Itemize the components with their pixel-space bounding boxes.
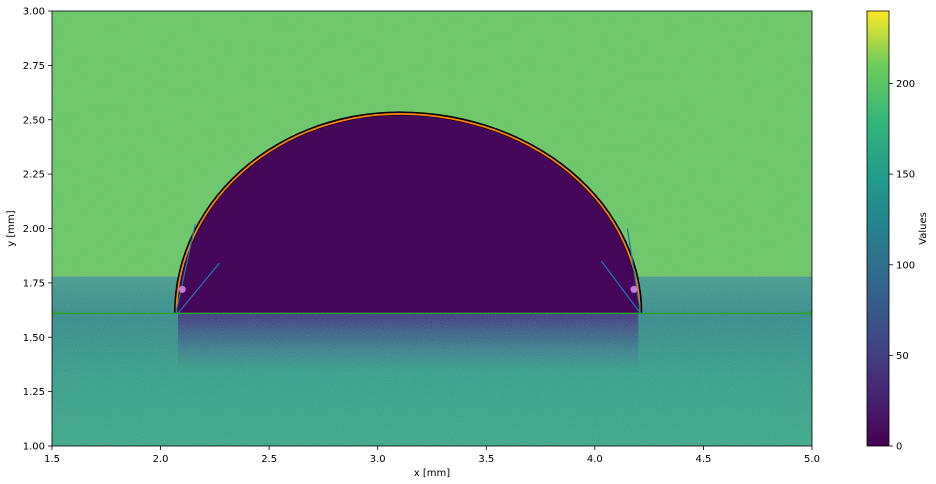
x-tick-label: 1.5	[44, 454, 60, 465]
tangent-line	[177, 262, 220, 314]
x-tick-label: 2.5	[261, 454, 277, 465]
colorbar-label: Values	[918, 212, 929, 245]
x-tick-label: 4.5	[695, 454, 711, 465]
colorbar: 0 50 100 150 200 Values	[866, 10, 929, 453]
colorbar-tick-label: 150	[896, 170, 915, 181]
y-tick-label: 1.25	[23, 387, 45, 398]
tangent-line	[626, 228, 642, 314]
y-tick-label: 3.00	[23, 7, 45, 18]
baseline-end-marker	[52, 310, 55, 317]
x-tick-label: 5.0	[804, 454, 820, 465]
baseline-end-marker	[809, 310, 812, 317]
y-axis-label: y [mm]	[6, 210, 17, 246]
colorbar-gradient	[866, 10, 890, 447]
colorbar-tick-label: 100	[896, 260, 915, 271]
contact-point-marker	[178, 285, 186, 293]
y-tick-label: 1.75	[23, 278, 45, 289]
x-tick-label: 4.0	[587, 454, 603, 465]
y-tick-label: 2.75	[23, 61, 45, 72]
x-tick-label: 2.0	[153, 454, 169, 465]
heatmap-plot-area: 1.5 2.0 2.5 3.0 3.5 4.0 4.5 5.0 1.00 1.25 1.50 1.7…	[6, 7, 820, 480]
x-tick-label: 3.5	[478, 454, 494, 465]
y-tick-label: 2.00	[23, 224, 45, 235]
x-tick-label: 3.0	[370, 454, 386, 465]
colorbar-tick-label: 0	[896, 442, 902, 453]
colorbar-tick-label: 200	[896, 79, 915, 90]
y-tick-label: 1.00	[23, 442, 45, 453]
droplet-interior	[177, 115, 639, 314]
y-tick-label: 1.50	[23, 333, 45, 344]
contact-point-marker	[630, 285, 638, 293]
y-tick-label: 2.50	[23, 115, 45, 126]
droplet-fit-curve	[175, 112, 641, 314]
tangent-line	[600, 260, 641, 314]
x-axis-label: x [mm]	[414, 468, 450, 479]
y-tick-label: 2.25	[23, 170, 45, 181]
colorbar-tick-label: 50	[896, 351, 909, 362]
tangent-line	[175, 224, 196, 314]
